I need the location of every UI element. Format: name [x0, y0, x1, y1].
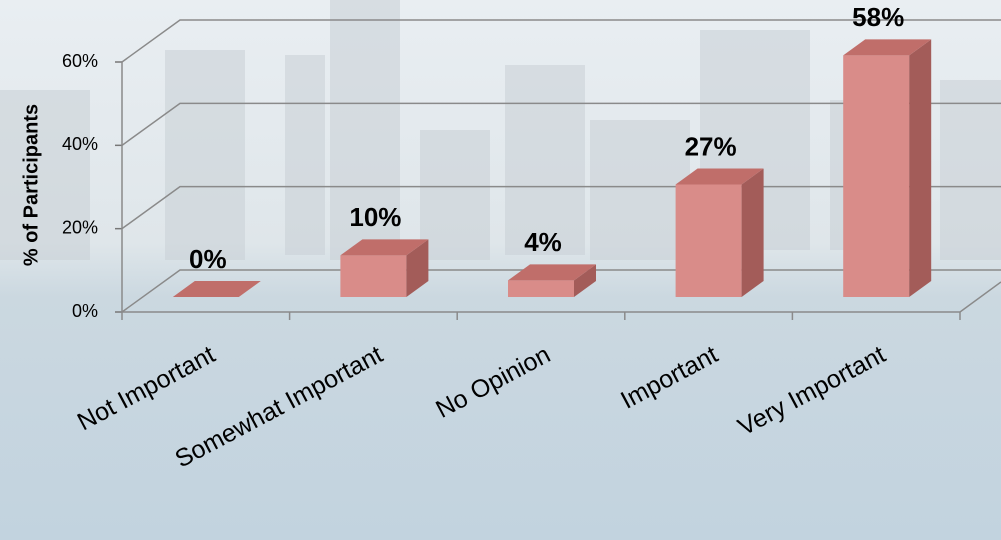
bar	[508, 264, 596, 297]
bar-front	[508, 280, 574, 297]
y-axis-label: % of Participants	[20, 104, 42, 266]
bar-top	[340, 239, 429, 256]
bar-side	[909, 39, 932, 297]
grid-line	[121, 102, 1001, 146]
bar	[675, 168, 764, 297]
bar-top	[675, 168, 764, 185]
bar	[172, 281, 261, 297]
bar	[843, 39, 932, 298]
grid-line	[121, 19, 1001, 63]
bar-top	[172, 281, 261, 297]
value-label: 10%	[349, 202, 401, 232]
bar	[340, 239, 429, 297]
bar-front	[843, 55, 910, 298]
y-tick-label: 60%	[62, 51, 98, 71]
bar-front	[675, 184, 742, 297]
value-label: 4%	[524, 227, 562, 257]
bar-side	[574, 264, 596, 297]
bar-front	[340, 255, 407, 297]
value-label: 27%	[685, 131, 737, 161]
bar-side	[406, 239, 429, 297]
bar-top	[843, 39, 932, 56]
value-label: 58%	[852, 2, 904, 32]
y-tick-label: 20%	[62, 217, 98, 237]
bar-top	[508, 264, 596, 281]
y-tick-label: 0%	[72, 301, 98, 321]
value-label: 0%	[189, 244, 227, 274]
y-tick-label: 40%	[62, 134, 98, 154]
bar-side	[741, 168, 764, 297]
